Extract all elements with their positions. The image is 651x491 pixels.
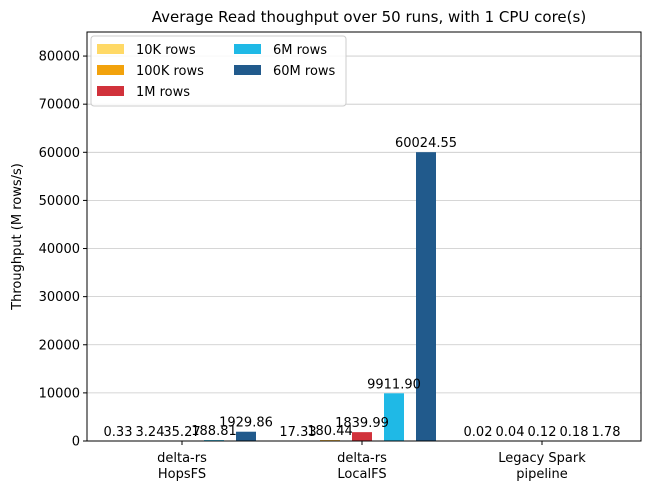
bar-value-label: 60024.55 xyxy=(395,136,457,151)
bar-value-label: 180.44 xyxy=(307,424,353,439)
bar xyxy=(352,432,372,441)
plot-frame xyxy=(86,31,642,442)
legend-label: 60M rows xyxy=(273,64,336,79)
bar-value-label: 1.78 xyxy=(592,425,621,440)
y-tick-label: 70000 xyxy=(39,98,80,113)
y-tick-label: 30000 xyxy=(39,290,80,305)
bar-value-label: 0.18 xyxy=(560,425,589,440)
y-tick-label: 10000 xyxy=(39,386,80,401)
bar-value-label: 3.24 xyxy=(136,425,165,440)
legend-swatch xyxy=(234,44,261,54)
bar-value-label: 35.27 xyxy=(163,425,200,440)
y-tick-label: 60000 xyxy=(39,146,80,161)
bar-value-label: 0.04 xyxy=(496,425,525,440)
legend-label: 10K rows xyxy=(136,43,196,58)
bar xyxy=(236,431,256,441)
bar-value-label: 17.33 xyxy=(279,425,316,440)
legend: 10K rows 100K rows 1M rows 6M rows 60M rows xyxy=(90,35,347,107)
y-tick-label: 0 xyxy=(72,435,80,450)
x-tick-label: Legacy Spark xyxy=(498,451,586,466)
legend-label: 6M rows xyxy=(273,43,327,58)
x-tick-label: delta-rs xyxy=(157,451,207,466)
x-tick-label: delta-rs xyxy=(337,451,387,466)
bar-value-label: 1929.86 xyxy=(219,416,273,431)
x-tick-label: LocalFS xyxy=(337,467,386,482)
legend-frame xyxy=(90,35,347,107)
bar-value-label: 0.02 xyxy=(464,425,493,440)
bar-value-label: 1839.99 xyxy=(335,416,389,431)
gridlines xyxy=(87,55,641,442)
x-tick-label: pipeline xyxy=(516,467,568,482)
legend-swatch xyxy=(97,86,124,96)
legend-swatch xyxy=(97,44,124,54)
y-axis-ticks: 0 10000 20000 30000 40000 50000 60000 70000 8000… xyxy=(39,50,87,450)
y-tick-label: 80000 xyxy=(39,50,80,65)
bar-value-label: 0.12 xyxy=(528,425,557,440)
y-axis-label: Throughput (M rows/s) xyxy=(10,163,25,311)
bar-value-label: 9911.90 xyxy=(367,377,421,392)
legend-label: 1M rows xyxy=(136,85,190,100)
y-tick-label: 40000 xyxy=(39,242,80,257)
y-tick-label: 50000 xyxy=(39,194,80,209)
legend-swatch xyxy=(234,65,261,75)
legend-swatch xyxy=(97,65,124,75)
chart-title: Average Read thoughput over 50 runs, wit… xyxy=(152,8,586,26)
x-tick-label: HopsFS xyxy=(158,467,206,482)
legend-label: 100K rows xyxy=(136,64,204,79)
bar xyxy=(384,393,404,441)
bar xyxy=(416,152,436,441)
y-tick-label: 20000 xyxy=(39,338,80,353)
bar-value-label: 0.33 xyxy=(104,425,133,440)
bar-value-label: 188.81 xyxy=(191,424,237,439)
